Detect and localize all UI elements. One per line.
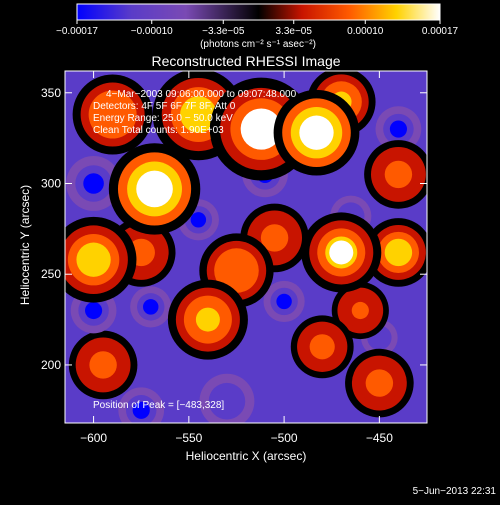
annotation-block: 4−Mar−2003 09:06:00.000 to 09:07:48.000D… [93, 89, 297, 136]
colorbar-tick-label: 0.00017 [422, 26, 459, 37]
x-tick-label: −550 [175, 431, 202, 445]
heatmap-blob [72, 74, 153, 155]
heatmap-core [225, 259, 248, 282]
heatmap-blob [301, 212, 382, 293]
heatmap-blob [331, 281, 389, 340]
colorbar-unit-label: (photons cm⁻² s⁻¹ asec⁻²) [200, 39, 316, 50]
heatmap-core [100, 102, 125, 127]
heatmap-core [80, 246, 107, 273]
plot-area: −600 −550 −500 −450 200 250 300 350 [41, 70, 428, 445]
annotation-line: Clean Total counts: 1.90E+03 [93, 125, 224, 136]
heatmap-blob [364, 140, 427, 209]
heatmap-blob [118, 387, 165, 423]
heatmap-blob [263, 280, 305, 323]
heatmap-core [216, 390, 238, 412]
heatmap-core [388, 242, 409, 263]
heatmap-core [184, 100, 213, 129]
heatmap-blob [199, 373, 255, 423]
heatmap-image [65, 71, 427, 423]
heatmap-core [303, 119, 330, 146]
colorbar-ticks: −0.00017 −0.00010 −3.3e−05 3.3e−05 0.00010 0.… [56, 20, 459, 37]
heatmap-blob [130, 286, 172, 328]
heatmap-core [92, 354, 114, 376]
heatmap-core [140, 175, 169, 203]
x-tick-label: −600 [80, 431, 107, 445]
y-tick-label: 300 [41, 176, 61, 190]
colorbar-tick-label: −0.00010 [131, 26, 173, 37]
colorbar: −0.00017 −0.00010 −3.3e−05 3.3e−05 0.00010 0.… [56, 3, 459, 50]
x-tick-label: −500 [271, 431, 298, 445]
heatmap-blob [108, 143, 201, 235]
axis-ticks: −600 −550 −500 −450 200 250 300 350 [41, 71, 427, 445]
heatmap-blob [66, 156, 122, 211]
heatmap-core [245, 113, 277, 145]
annotation-line: 4−Mar−2003 09:06:00.000 to 09:07:48.000 [106, 89, 297, 100]
heatmap-blob [65, 216, 137, 303]
y-axis-label: Heliocentric Y (arcsec) [18, 185, 32, 305]
heatmap-core [85, 301, 103, 320]
heatmap-core [143, 299, 159, 315]
colorbar-tick-label: −3.3e−05 [202, 26, 245, 37]
plot-frame [64, 70, 428, 424]
heatmap-core [351, 301, 369, 320]
heatmap-blob [273, 89, 360, 176]
colorbar-tick-label: −0.00017 [56, 26, 98, 37]
x-tick-label: −450 [366, 431, 393, 445]
peak-position-label: Position of Peak = [−483,328] [93, 400, 224, 411]
heatmap-core [389, 120, 407, 138]
heatmap-core [369, 372, 390, 394]
heatmap-blob [68, 330, 138, 400]
heatmap-core [329, 240, 354, 265]
heatmap-core [312, 337, 332, 357]
y-tick-label: 200 [41, 358, 61, 372]
annotation-line: Detectors: 4F 5F 6F 7F 8F, Att 0 [93, 101, 236, 112]
heatmap-blob [364, 218, 427, 287]
colorbar-tick-label: 3.3e−05 [276, 26, 313, 37]
colorbar-tick-label: 0.00010 [347, 26, 384, 37]
heatmap-core [264, 227, 285, 249]
y-tick-label: 350 [41, 86, 61, 100]
chart-title: Reconstructed RHESSI Image [151, 53, 340, 69]
heatmap-blob [375, 106, 422, 152]
heatmap-blob [290, 315, 354, 379]
heatmap-core [132, 401, 150, 419]
heatmap-core [195, 307, 220, 332]
heatmap-core [190, 212, 207, 228]
y-tick-label: 250 [41, 267, 61, 281]
heatmap-core [388, 164, 409, 185]
heatmap-blob [345, 348, 414, 418]
annotation-line: Energy Range: 25.0 − 50.0 keV [93, 113, 233, 124]
x-axis-label: Heliocentric X (arcsec) [186, 449, 307, 463]
heatmap-core [276, 293, 292, 310]
heatmap-core [83, 173, 104, 194]
footer-date: 5−Jun−2013 22:31 [413, 486, 497, 497]
colorbar-gradient [76, 3, 441, 21]
heatmap-blob [167, 279, 248, 360]
